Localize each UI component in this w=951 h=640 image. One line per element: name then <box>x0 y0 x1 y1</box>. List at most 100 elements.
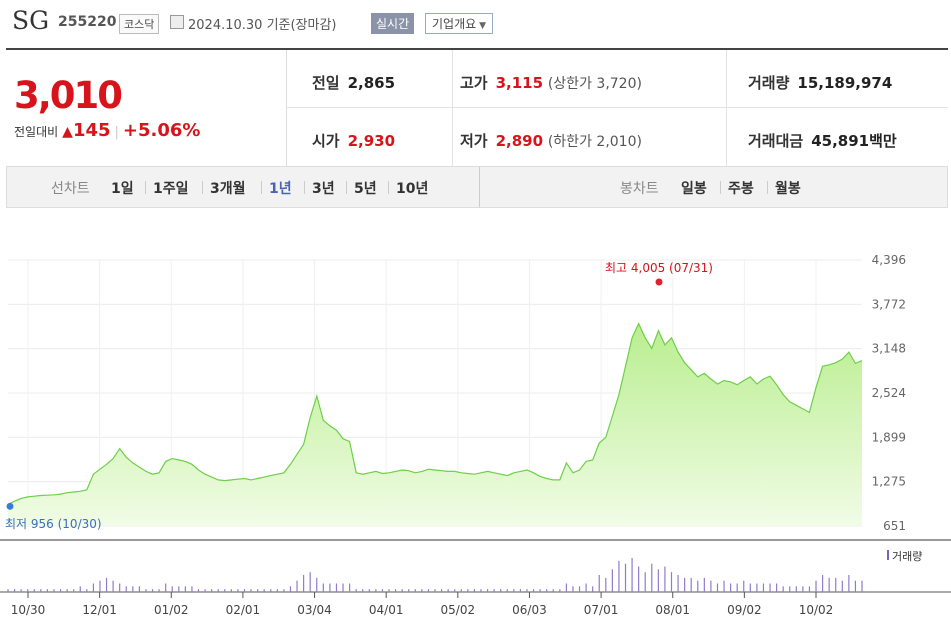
lower-value: 2,010) <box>596 134 642 150</box>
current-price: 3,010 <box>14 74 123 117</box>
min-label: 최저 956 (10/30) <box>5 517 102 531</box>
chevron-down-icon: ▼ <box>479 21 487 31</box>
x-tick-label: 01/02 <box>154 603 189 617</box>
market-badge: 코스닥 <box>119 14 160 34</box>
change-percent: +5.06% <box>122 120 201 141</box>
y-tick-label: 1,275 <box>872 475 906 489</box>
calendar-icon <box>170 15 184 29</box>
stock-name: SG <box>12 6 50 35</box>
high-label: 고가 <box>460 74 488 92</box>
x-tick-label: 05/02 <box>441 603 476 617</box>
low-label: 저가 <box>460 132 488 150</box>
amount-label: 거래대금 <box>748 132 804 150</box>
candle-monthly[interactable]: 월봉 <box>775 181 801 197</box>
volume-legend-label: 거래량 <box>892 550 922 563</box>
volume-label: 거래량 <box>748 74 790 92</box>
divider <box>286 107 948 108</box>
divider <box>304 181 305 194</box>
line-chart-label: 선차트 <box>51 181 90 197</box>
prev-value: 2,865 <box>347 74 396 92</box>
low-price: 저가 2,890 (하한가 2,010) <box>460 130 642 151</box>
stock-header: SG 255220 코스닥 2024.10.30 기준(장마감) 실시간 기업개… <box>0 0 951 44</box>
period-bar: 선차트 1일 1주일 3개월 1년 3년 5년 10년 봉차트 일봉 주봉 월봉 <box>6 166 948 208</box>
divider: | <box>114 125 119 140</box>
open-value: 2,930 <box>347 132 396 150</box>
price-line <box>7 322 863 505</box>
trade-amount: 거래대금 45,891백만 <box>748 130 897 151</box>
y-axis: 4,396 3,772 3,148 2,524 1,899 1,275 651 <box>872 253 906 533</box>
x-tick-label: 08/01 <box>655 603 690 617</box>
price-change: 전일대비 ▲145 | +5.06% <box>14 120 200 141</box>
price-box: 3,010 전일대비 ▲145 | +5.06% <box>6 50 287 166</box>
volume-legend-icon <box>887 550 889 560</box>
period-1day[interactable]: 1일 <box>111 181 134 197</box>
upper-limit: (상한가 3,720) <box>548 76 642 92</box>
period-1year[interactable]: 1년 <box>269 181 292 197</box>
x-tick-label: 10/02 <box>799 603 834 617</box>
high-price: 고가 3,115 (상한가 3,720) <box>460 72 642 93</box>
volume: 거래량 15,189,974 <box>748 72 892 93</box>
x-tick-label: 03/04 <box>297 603 332 617</box>
x-tick-label: 09/02 <box>727 603 762 617</box>
divider <box>479 167 480 207</box>
x-axis: 10/30 12/01 01/02 02/01 03/04 04/01 05/02 06/03… <box>11 592 834 617</box>
divider <box>767 181 768 194</box>
lower-label: (하한가 <box>547 134 592 150</box>
open-price: 시가 2,930 <box>312 130 395 151</box>
company-overview-dropdown[interactable]: 기업개요 ▼ <box>425 13 494 34</box>
max-label: 최고 4,005 (07/31) <box>605 261 713 275</box>
candle-weekly[interactable]: 주봉 <box>728 181 754 197</box>
chart-annotations: 최고 4,005 (07/31) 최저 956 (10/30) 거래량 <box>5 261 922 563</box>
high-value: 3,115 <box>495 74 544 92</box>
lower-limit: (하한가 2,010) <box>548 134 642 150</box>
divider <box>145 181 146 194</box>
base-date: 2024.10.30 기준(장마감) <box>188 18 337 33</box>
y-tick-label: 3,148 <box>872 342 906 356</box>
change-label: 전일대비 <box>14 125 59 139</box>
company-overview-label: 기업개요 <box>432 17 477 31</box>
amount-value: 45,891 <box>811 132 870 150</box>
x-tick-label: 02/01 <box>226 603 261 617</box>
divider <box>261 181 262 194</box>
max-marker <box>655 278 663 286</box>
x-tick-label: 10/30 <box>11 603 46 617</box>
volume-value: 15,189,974 <box>797 74 893 92</box>
realtime-button[interactable]: 실시간 <box>371 13 415 34</box>
y-tick-label: 2,524 <box>872 386 906 400</box>
low-value: 2,890 <box>495 132 544 150</box>
prev-close: 전일 2,865 <box>312 72 395 93</box>
divider <box>202 181 203 194</box>
divider <box>388 181 389 194</box>
volume-bars <box>7 558 863 592</box>
min-marker <box>6 502 14 510</box>
period-10year[interactable]: 10년 <box>396 181 429 197</box>
stock-code: 255220 <box>58 14 117 30</box>
amount-unit: 백만 <box>869 132 897 150</box>
quote-panel: 3,010 전일대비 ▲145 | +5.06% 전일 2,865 시가 2,930 고가… <box>6 48 948 167</box>
y-tick-label: 4,396 <box>872 253 906 267</box>
change-value: 145 <box>72 120 111 141</box>
period-3month[interactable]: 3개월 <box>210 181 246 197</box>
y-tick-label: 651 <box>883 519 906 533</box>
period-3year[interactable]: 3년 <box>312 181 335 197</box>
x-tick-label: 04/01 <box>369 603 404 617</box>
x-tick-label: 12/01 <box>82 603 117 617</box>
x-tick-label: 07/01 <box>584 603 619 617</box>
candle-chart-label: 봉차트 <box>620 181 659 197</box>
y-tick-label: 3,772 <box>872 297 906 311</box>
open-label: 시가 <box>312 132 340 150</box>
divider <box>720 181 721 194</box>
upper-value: 3,720) <box>596 76 642 92</box>
y-tick-label: 1,899 <box>872 430 906 444</box>
price-area <box>8 323 862 526</box>
divider <box>346 181 347 194</box>
candle-daily[interactable]: 일봉 <box>681 181 707 197</box>
x-tick-label: 06/03 <box>512 603 547 617</box>
up-triangle-icon: ▲ <box>62 124 73 140</box>
period-5year[interactable]: 5년 <box>354 181 377 197</box>
period-1week[interactable]: 1주일 <box>153 181 189 197</box>
divider <box>452 50 453 166</box>
prev-label: 전일 <box>312 74 340 92</box>
upper-label: (상한가 <box>547 76 592 92</box>
